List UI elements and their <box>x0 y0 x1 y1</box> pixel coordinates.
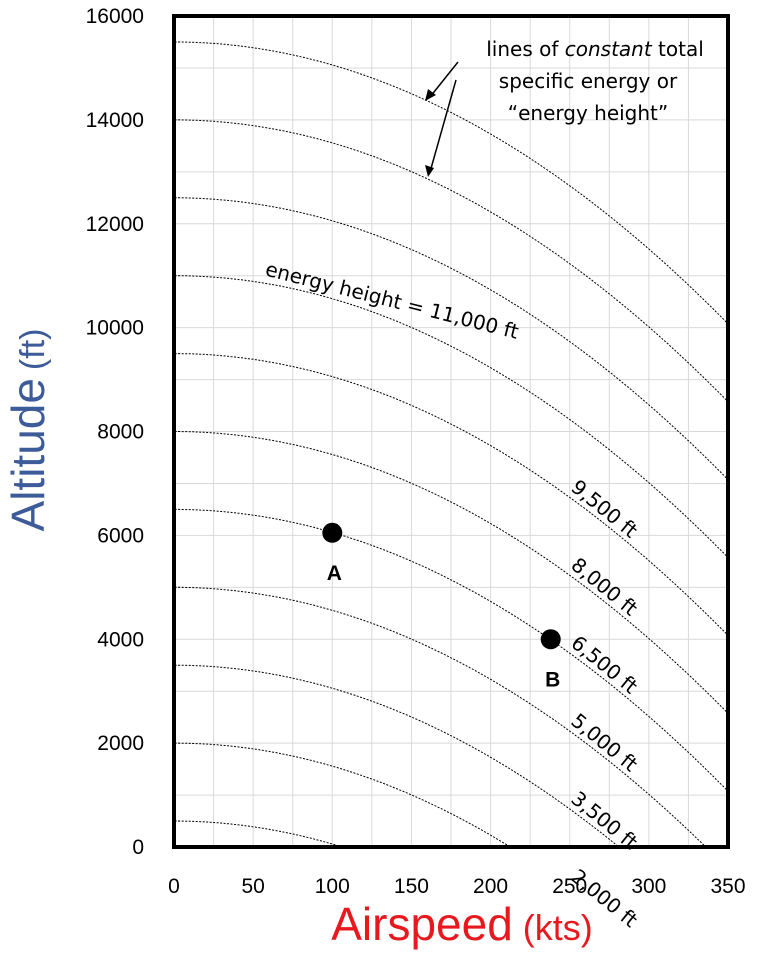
annotation-arrow-1 <box>429 61 459 98</box>
y-tick-label: 12000 <box>86 213 144 236</box>
x-axis-label: Airspeed (kts) <box>331 898 593 950</box>
y-tick-label: 16000 <box>86 5 144 28</box>
curve-label: 8,000 ft <box>567 553 643 621</box>
annotation-arrowhead-2 <box>425 165 434 177</box>
x-tick-label: 100 <box>315 875 350 898</box>
point-label-a: A <box>327 562 342 585</box>
annotation-arrow-2 <box>429 79 457 173</box>
energy-curve <box>175 197 729 480</box>
y-tick-label: 6000 <box>97 524 144 547</box>
energy-curve <box>175 353 729 636</box>
curve-label: energy height = 11,000 ft <box>263 257 521 344</box>
annotation-line-1: lines of constant total <box>486 37 704 61</box>
x-tick-label: 0 <box>168 875 180 898</box>
energy-curve <box>175 742 511 848</box>
energy-curve <box>175 664 620 848</box>
x-tick-label: 250 <box>552 875 587 898</box>
annotation-line-3: “energy height” <box>508 101 669 125</box>
x-tick-label: 300 <box>631 875 666 898</box>
y-axis-label: Altitude(ft) <box>2 329 54 532</box>
y-tick-label: 8000 <box>97 421 144 444</box>
energy-curve <box>175 508 729 792</box>
x-tick-label: 50 <box>241 875 264 898</box>
energy-curve <box>175 41 729 325</box>
y-tick-labels: 0 2000 4000 6000 8000 10000 12000 14000 16000 <box>86 5 144 859</box>
x-tick-label: 150 <box>394 875 429 898</box>
plot-frame <box>172 14 730 849</box>
y-tick-label: 2000 <box>97 732 144 755</box>
energy-curve <box>175 820 343 848</box>
data-points: AB <box>322 522 561 691</box>
y-tick-label: 0 <box>132 836 144 859</box>
energy-curve <box>175 275 729 558</box>
x-tick-label: 350 <box>710 875 745 898</box>
y-tick-label: 14000 <box>86 109 144 132</box>
x-tick-labels: 0 50 100 150 200 250 300 350 <box>168 875 745 898</box>
y-tick-label: 4000 <box>97 628 144 651</box>
y-tick-label: 10000 <box>86 317 144 340</box>
curve-label: 5,000 ft <box>567 708 643 776</box>
curve-label: 3,500 ft <box>567 786 643 854</box>
energy-height-curves <box>175 41 729 848</box>
curve-label: 9,500 ft <box>567 475 643 543</box>
point-label-b: B <box>545 668 560 691</box>
point-b <box>540 629 561 650</box>
curve-labels: energy height = 11,000 ft 9,500 ft 8,000 f… <box>263 257 642 932</box>
energy-curve <box>175 119 729 403</box>
x-tick-label: 200 <box>473 875 508 898</box>
annotation: lines of constant total specific energy … <box>425 37 704 177</box>
annotation-arrowhead-1 <box>425 89 436 101</box>
point-a <box>322 522 343 543</box>
energy-curve <box>175 586 707 848</box>
curve-label: 6,500 ft <box>567 630 643 698</box>
grid-lines <box>173 15 729 848</box>
energy-curve <box>175 431 729 714</box>
annotation-line-2: specific energy or <box>499 69 678 93</box>
